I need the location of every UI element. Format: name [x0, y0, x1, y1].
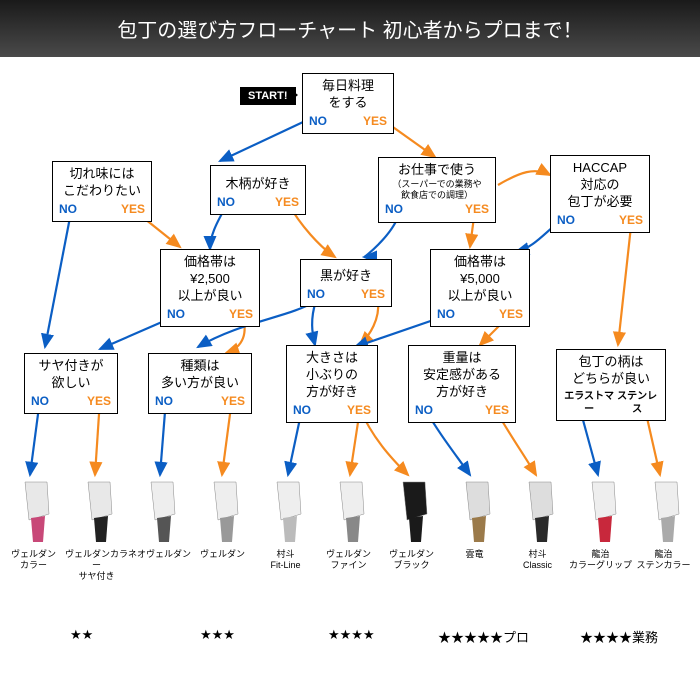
product-7: 雲竜	[443, 475, 506, 560]
product-4: 村斗Fit-Line	[254, 475, 317, 571]
header-title: 包丁の選び方フローチャート 初心者からプロまで！	[0, 0, 700, 57]
node-q8: サヤ付きが欲しいNOYES	[24, 353, 118, 414]
rating-3: ★★★★★プロ	[438, 627, 529, 646]
product-9: 龍治カラーグリップ	[569, 475, 632, 571]
node-q4: HACCAP対応の包丁が必要NOYES	[550, 155, 650, 233]
product-10: 龍治ステンカラー	[632, 475, 695, 571]
node-q3: お仕事で使う（スーパーでの業務や飲食店での調理）NOYES	[378, 157, 496, 223]
node-q10: 大きさは小ぶりの方が好きNOYES	[286, 345, 378, 423]
rating-1: ★★★	[200, 627, 235, 643]
rating-4: ★★★★業務	[580, 627, 658, 646]
node-q6: 黒が好きNOYES	[300, 259, 392, 307]
node-q11: 重量は安定感がある方が好きNOYES	[408, 345, 516, 423]
node-q1: 切れ味にはこだわりたいNOYES	[52, 161, 152, 222]
flowchart-canvas: 毎日料理をするNOYES 切れ味にはこだわりたいNOYES 木柄が好きNOYES お仕…	[0, 57, 700, 697]
product-5: ヴェルダンファイン	[317, 475, 380, 571]
product-1: ヴェルダンカラーサヤ付き	[65, 475, 128, 581]
product-3: ヴェルダン	[191, 475, 254, 560]
rating-2: ★★★★	[328, 627, 375, 643]
product-6: ヴェルダンブラック	[380, 475, 443, 571]
node-q2: 木柄が好きNOYES	[210, 165, 306, 215]
product-0: ヴェルダンカラー	[2, 475, 65, 571]
node-q7: 価格帯は¥5,000以上が良いNOYES	[430, 249, 530, 327]
node-q12: 包丁の柄はどちらが良いエラストマーステンレス	[556, 349, 666, 421]
start-arrow-icon	[288, 87, 298, 103]
node-q9: 種類は多い方が良いNOYES	[148, 353, 252, 414]
node-q0: 毎日料理をするNOYES	[302, 73, 394, 134]
rating-0: ★★	[70, 627, 93, 643]
product-2: ネオヴェルダン	[128, 475, 191, 560]
node-q5: 価格帯は¥2,500以上が良いNOYES	[160, 249, 260, 327]
product-8: 村斗Classic	[506, 475, 569, 571]
